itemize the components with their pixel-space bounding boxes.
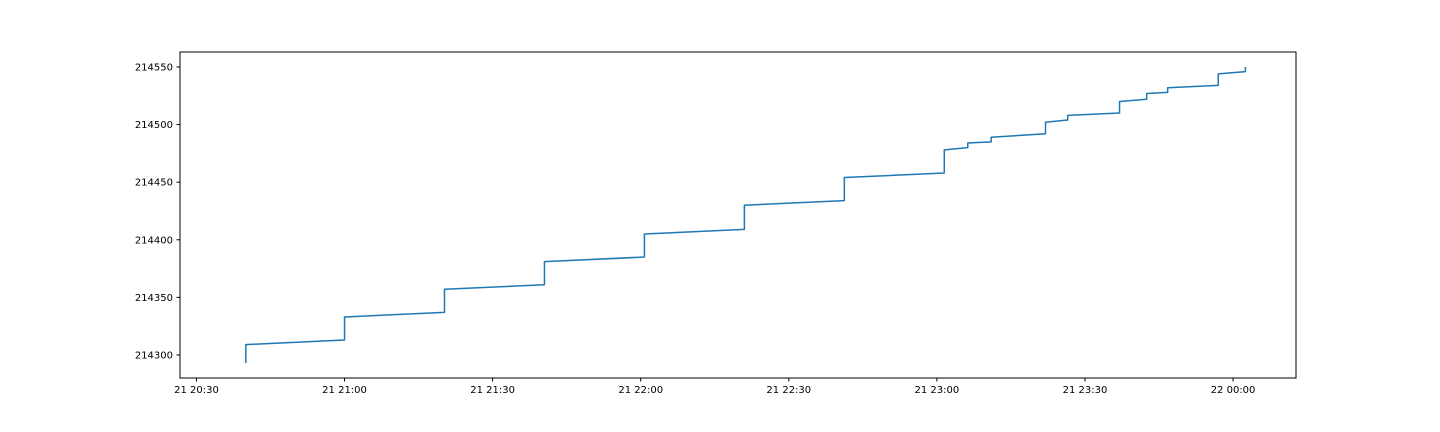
y-tick-label: 214350 [135, 293, 173, 304]
y-tick-label: 214450 [135, 178, 173, 189]
x-tick-label: 21 23:00 [915, 385, 960, 396]
x-tick-label: 21 22:00 [618, 385, 663, 396]
plot-frame [179, 51, 1297, 379]
y-tick-label: 214300 [135, 350, 173, 361]
x-tick-label: 21 23:30 [1063, 385, 1108, 396]
y-axis: 214300 214350 214400 214450 214500 214550 [135, 62, 180, 361]
y-tick-label: 214550 [135, 62, 173, 73]
series-line-group [245, 66, 1247, 364]
series-line [245, 66, 1247, 364]
x-tick-label: 21 21:00 [322, 385, 367, 396]
x-tick-label: 21 22:30 [766, 385, 811, 396]
x-tick-label: 21 20:30 [174, 385, 219, 396]
y-tick-label: 214500 [135, 120, 173, 131]
y-tick-label: 214400 [135, 235, 173, 246]
x-tick-label: 22 00:00 [1211, 385, 1256, 396]
x-tick-label: 21 21:30 [470, 385, 515, 396]
x-axis: 21 20:30 21 21:00 21 21:30 21 22:00 21 22:30… [174, 378, 1255, 396]
